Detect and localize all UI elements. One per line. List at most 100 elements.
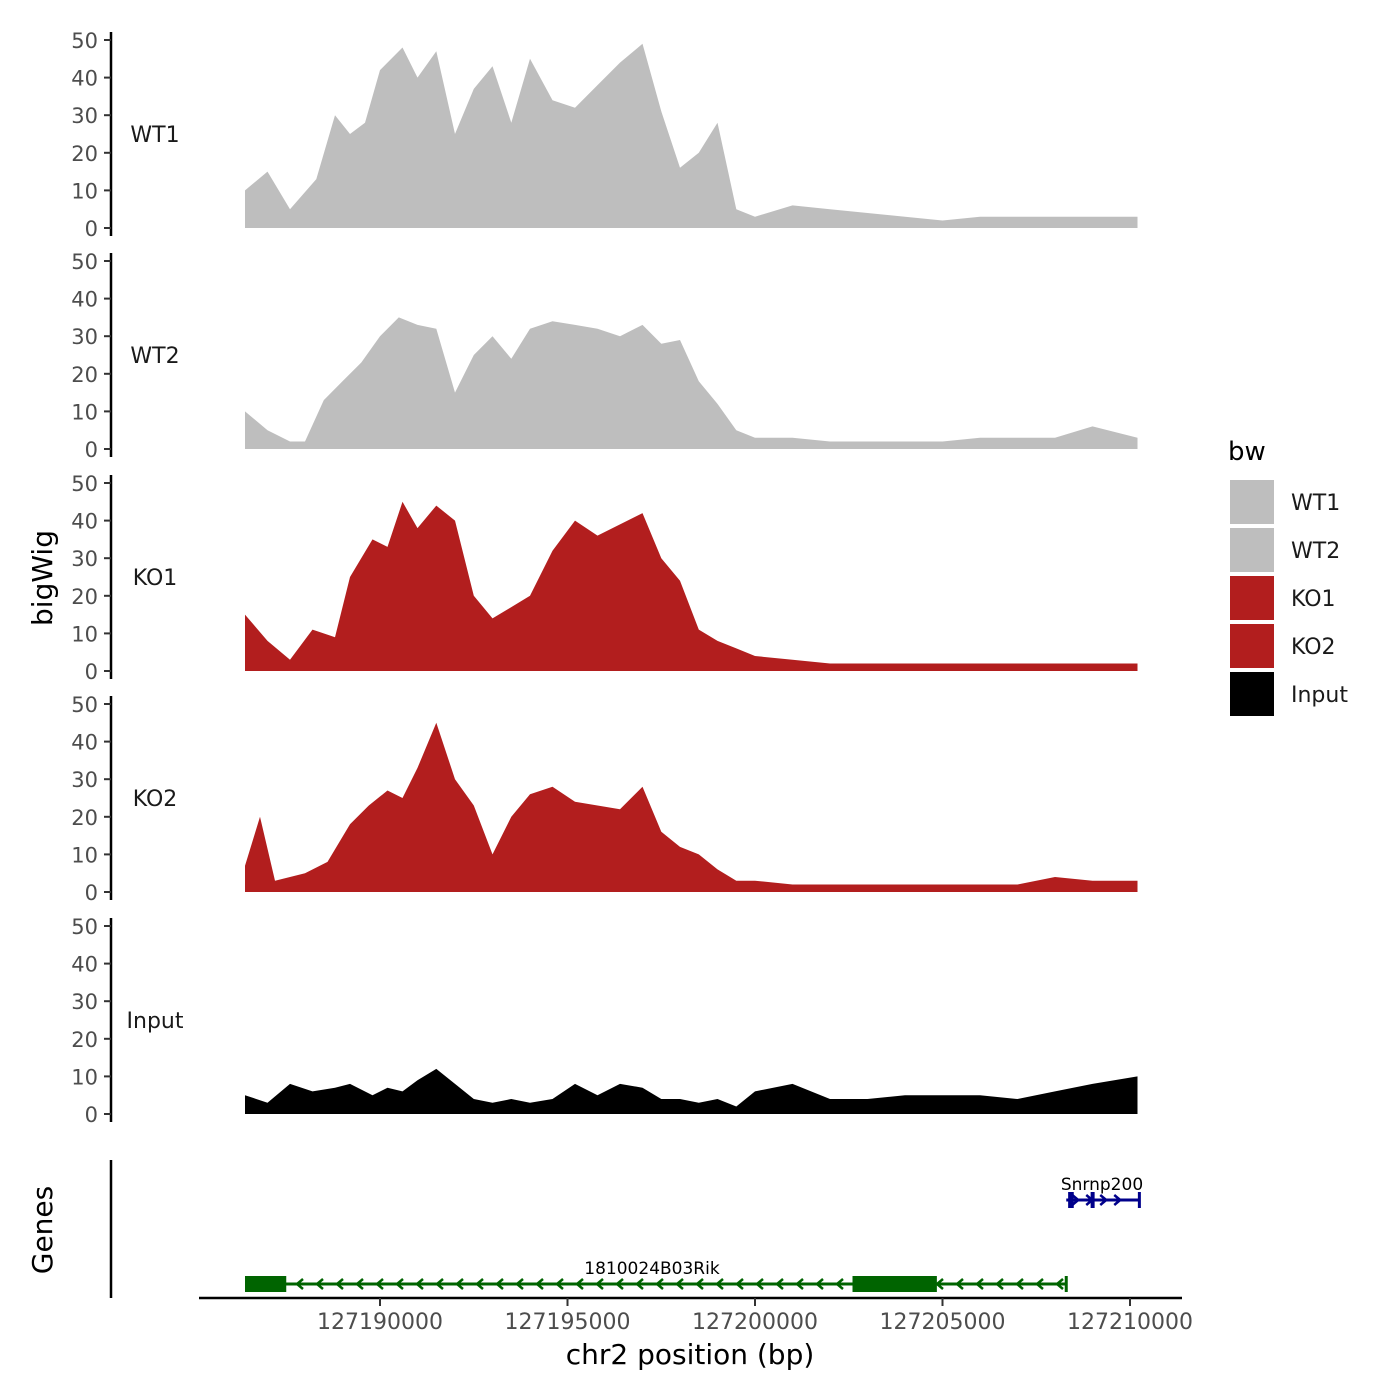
strand-arrow bbox=[835, 1278, 844, 1290]
exon bbox=[852, 1276, 937, 1292]
strand-arrow bbox=[1035, 1278, 1044, 1290]
track-label: KO2 bbox=[133, 787, 178, 812]
track-panel-ko2: 0 10 20 30 40 50 KO2 bbox=[71, 693, 1138, 905]
strand-arrow bbox=[615, 1278, 624, 1290]
strand-arrow bbox=[595, 1278, 604, 1290]
strand-arrow bbox=[995, 1278, 1004, 1290]
y-tick-label: 40 bbox=[71, 953, 98, 977]
genes-panel: 1810024B03Rik Snrnp200 bbox=[109, 1160, 1143, 1298]
genes-axis-title: Genes bbox=[26, 1186, 59, 1274]
track-panel-ko1: 0 10 20 30 40 50 KO1 bbox=[71, 472, 1138, 684]
strand-arrow bbox=[435, 1278, 444, 1290]
strand-arrow bbox=[635, 1278, 644, 1290]
legend-swatch-ko2 bbox=[1230, 624, 1274, 668]
y-tick-label: 0 bbox=[85, 881, 98, 905]
strand-arrow bbox=[575, 1278, 584, 1290]
y-tick-label: 50 bbox=[71, 693, 98, 717]
exon bbox=[1068, 1192, 1074, 1208]
track-panel-wt1: 0 10 20 30 40 50 WT1 bbox=[71, 29, 1138, 241]
legend-title: bw bbox=[1228, 437, 1266, 467]
gene-label: Snrnp200 bbox=[1061, 1175, 1143, 1195]
legend-swatch-wt1 bbox=[1230, 480, 1274, 524]
track-panel-input: 0 10 20 30 40 50 Input bbox=[71, 915, 1138, 1127]
strand-arrow bbox=[775, 1278, 784, 1290]
y-tick-label: 30 bbox=[71, 768, 98, 792]
strand-arrow bbox=[755, 1278, 764, 1290]
strand-arrow bbox=[295, 1278, 304, 1290]
x-tick-label: 127210000 bbox=[1067, 1310, 1193, 1335]
x-tick-label: 127205000 bbox=[880, 1310, 1006, 1335]
strand-arrow bbox=[1099, 1194, 1109, 1206]
y-tick-label: 50 bbox=[71, 915, 98, 939]
strand-arrow bbox=[695, 1278, 704, 1290]
legend-swatch-wt2 bbox=[1230, 528, 1274, 572]
strand-arrow bbox=[1055, 1278, 1064, 1290]
y-tick-label: 30 bbox=[71, 325, 98, 349]
y-tick-label: 30 bbox=[71, 990, 98, 1014]
x-axis: 127190000 127195000 127200000 127205000 1272… bbox=[199, 1296, 1193, 1335]
track-label: Input bbox=[127, 1009, 184, 1034]
strand-arrow bbox=[395, 1278, 404, 1290]
legend-label: KO1 bbox=[1291, 587, 1336, 612]
strand-arrow bbox=[815, 1278, 824, 1290]
strand-arrow bbox=[555, 1278, 564, 1290]
strand-arrow bbox=[975, 1278, 984, 1290]
strand-arrow bbox=[535, 1278, 544, 1290]
legend-label: WT2 bbox=[1291, 539, 1340, 564]
y-tick-label: 40 bbox=[71, 288, 98, 312]
strand-arrow bbox=[935, 1278, 944, 1290]
strand-arrow bbox=[1071, 1194, 1081, 1206]
strand-arrow bbox=[455, 1278, 464, 1290]
y-tick-label: 40 bbox=[71, 731, 98, 755]
strand-arrow bbox=[495, 1278, 504, 1290]
strand-arrow bbox=[795, 1278, 804, 1290]
y-axis-title: bigWig bbox=[26, 530, 59, 626]
y-tick-label: 10 bbox=[71, 400, 98, 424]
y-tick-label: 0 bbox=[85, 438, 98, 462]
y-tick-label: 20 bbox=[71, 363, 98, 387]
y-tick-label: 10 bbox=[71, 622, 98, 646]
x-tick-label: 127190000 bbox=[317, 1310, 443, 1335]
gene-label: 1810024B03Rik bbox=[584, 1259, 720, 1279]
coverage-area-input bbox=[245, 1068, 1138, 1114]
track-label: WT2 bbox=[130, 344, 179, 369]
legend: bw WT1 WT2 KO1 KO2 Input bbox=[1228, 437, 1348, 716]
y-tick-label: 0 bbox=[85, 660, 98, 684]
gene-1810024b03rik: 1810024B03Rik bbox=[245, 1259, 1068, 1292]
y-tick-label: 20 bbox=[71, 142, 98, 166]
y-tick-label: 50 bbox=[71, 250, 98, 274]
y-tick-label: 40 bbox=[71, 67, 98, 91]
strand-arrow bbox=[1015, 1278, 1024, 1290]
strand-arrow bbox=[415, 1278, 424, 1290]
legend-swatch-input bbox=[1230, 672, 1274, 716]
strand-arrow bbox=[1113, 1194, 1123, 1206]
y-tick-label: 10 bbox=[71, 1065, 98, 1089]
x-axis-title: chr2 position (bp) bbox=[566, 1338, 815, 1371]
strand-arrow bbox=[335, 1278, 344, 1290]
strand-arrow bbox=[955, 1278, 964, 1290]
exon bbox=[1090, 1192, 1095, 1208]
legend-swatch-ko1 bbox=[1230, 576, 1274, 620]
strand-arrow bbox=[475, 1278, 484, 1290]
y-tick-label: 20 bbox=[71, 806, 98, 830]
track-label: KO1 bbox=[133, 566, 178, 591]
coverage-area-wt1 bbox=[245, 43, 1138, 228]
coverage-area-wt2 bbox=[245, 317, 1138, 449]
y-tick-label: 30 bbox=[71, 547, 98, 571]
track-panels: 0 10 20 30 40 50 WT1 0 10 20 30 40 50 WT2 0 10 20 30 40 50 K… bbox=[71, 29, 1138, 1127]
y-tick-label: 20 bbox=[71, 1028, 98, 1052]
gene-snrnp200: Snrnp200 bbox=[1061, 1175, 1143, 1208]
track-panel-wt2: 0 10 20 30 40 50 WT2 bbox=[71, 250, 1138, 462]
legend-label: Input bbox=[1291, 683, 1348, 708]
strand-arrow bbox=[355, 1278, 364, 1290]
x-tick-label: 127195000 bbox=[505, 1310, 631, 1335]
track-label: WT1 bbox=[130, 123, 179, 148]
y-tick-label: 30 bbox=[71, 104, 98, 128]
exon bbox=[245, 1276, 287, 1292]
strand-arrow bbox=[655, 1278, 664, 1290]
strand-arrow bbox=[735, 1278, 744, 1290]
strand-arrow bbox=[515, 1278, 524, 1290]
strand-arrow bbox=[675, 1278, 684, 1290]
y-tick-label: 40 bbox=[71, 510, 98, 534]
